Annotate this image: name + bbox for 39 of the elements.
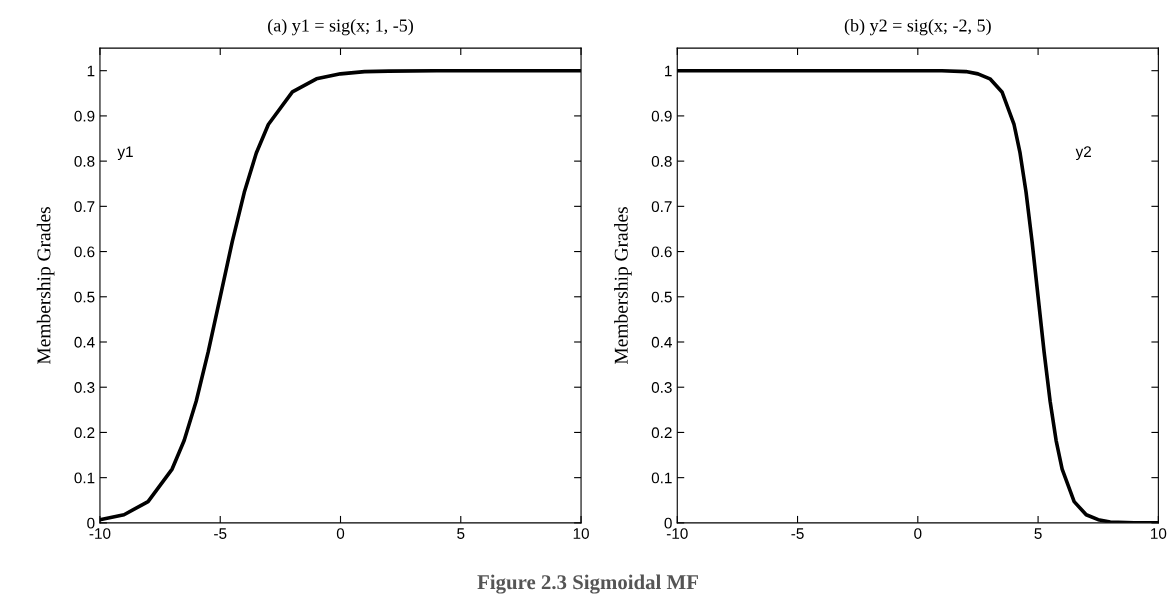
y-tick-label: 0.4 [651,336,672,348]
y-tick-label: 1 [665,65,672,77]
x-tick-label: 5 [1034,528,1042,539]
chart-title: (b) y2 = sig(x; -2, 5) [844,18,991,36]
x-tick-label: 0 [914,528,922,539]
y-tick-label: 0.9 [651,110,672,122]
y-axis-title: Membership Grades [614,207,632,365]
y-tick-label: 0.8 [74,155,95,167]
y-tick-label: 0.6 [74,246,95,258]
x-tick-label: 10 [573,528,589,539]
y-tick-label: 0.6 [651,246,672,258]
x-tick-label: -10 [666,528,688,539]
y-axis-title: Membership Grades [36,207,55,365]
chart-title: (a) y1 = sig(x; 1, -5) [268,18,413,36]
text: y2 [1075,146,1091,161]
y-tick-label: 0.2 [74,427,95,439]
y-tick-label: 0.5 [74,291,95,303]
y-tick-label: 0.8 [651,155,672,167]
y-tick-label: 0.3 [651,382,672,393]
y-tick-label: 0.2 [651,427,672,439]
y-tick-label: 0.4 [74,336,95,348]
x-tick-label: -5 [214,528,227,539]
text: y1 [117,146,133,161]
y-tick-label: 0.9 [74,110,95,122]
x-tick-label: 5 [457,528,465,539]
y-tick-label: 0.7 [74,201,95,213]
caption: Figure 2.3 Sigmoidal MF [477,574,698,594]
y-tick-label: 0 [87,517,95,529]
x-tick-label: 0 [336,528,345,539]
x-tick-label: -10 [89,528,111,539]
y-tick-label: 1 [87,65,95,77]
y-tick-label: 0.1 [74,472,95,484]
y-tick-label: 0.7 [651,201,672,213]
y-tick-label: 0.3 [74,382,95,393]
x-tick-label: 10 [1151,528,1167,539]
y-tick-label: 0.1 [651,472,672,484]
y-tick-label: 0.5 [651,291,672,303]
y-tick-label: 0 [664,517,672,529]
x-tick-label: -5 [791,528,804,539]
